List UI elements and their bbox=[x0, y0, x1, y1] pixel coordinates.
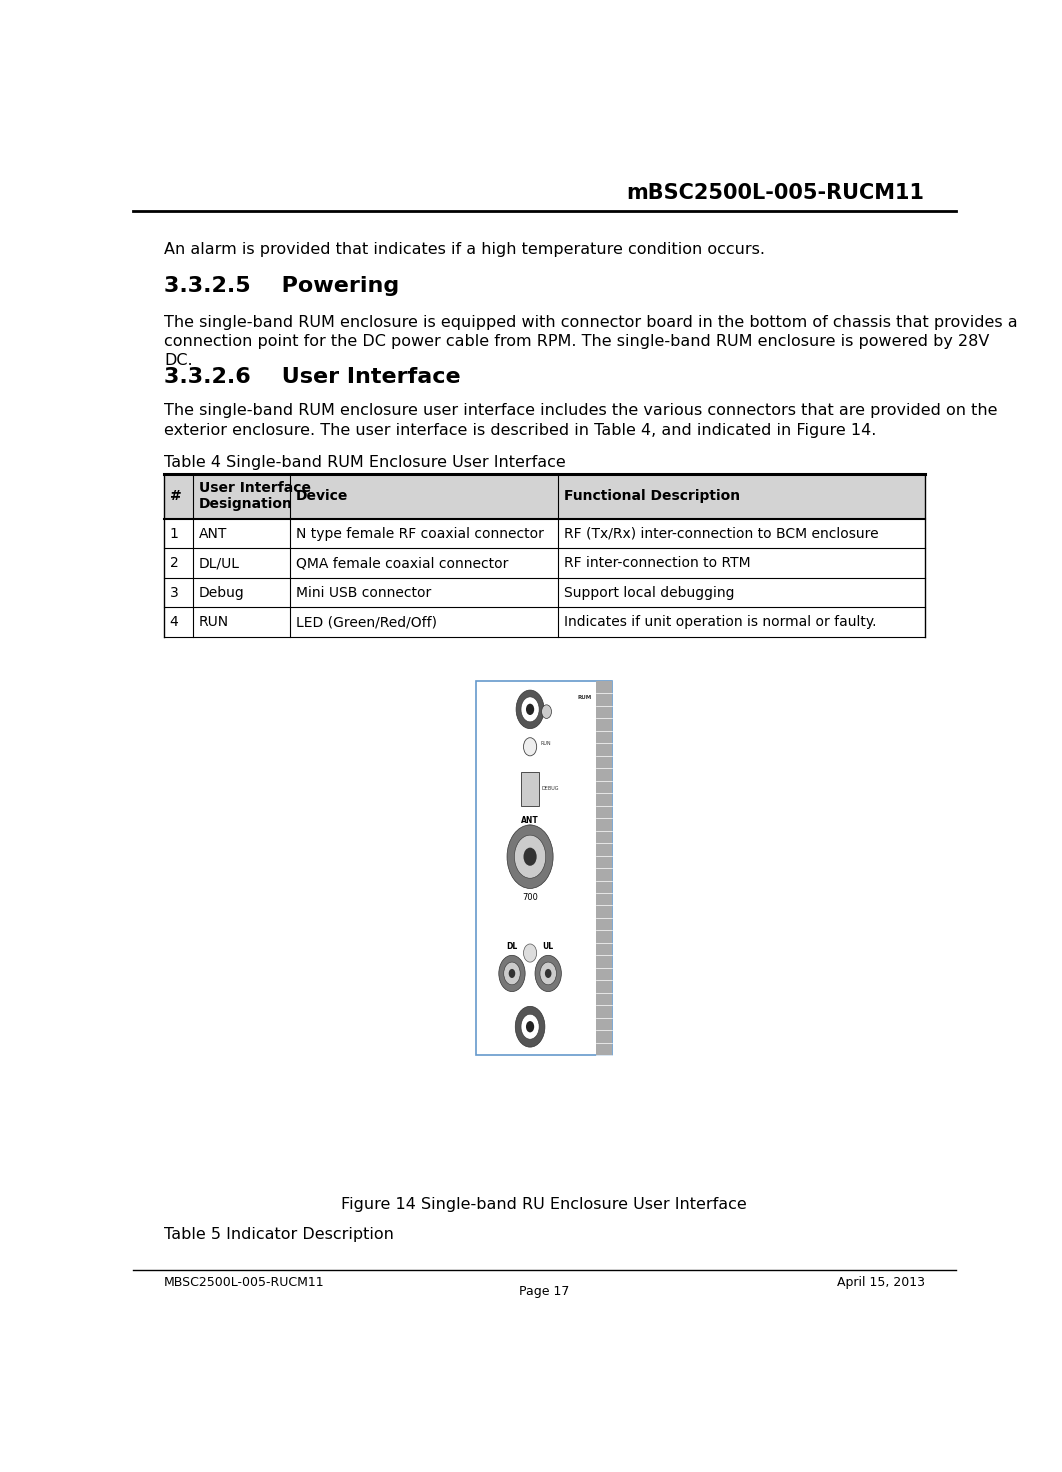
Bar bbox=[164, 474, 925, 520]
Circle shape bbox=[524, 848, 536, 866]
Text: #: # bbox=[170, 489, 182, 503]
Text: ANT: ANT bbox=[199, 527, 227, 540]
Text: 2: 2 bbox=[170, 556, 178, 570]
Text: RUM: RUM bbox=[578, 695, 592, 701]
Circle shape bbox=[526, 704, 534, 715]
Circle shape bbox=[503, 963, 520, 985]
Bar bbox=[521, 771, 539, 805]
Circle shape bbox=[539, 963, 556, 985]
Text: 4: 4 bbox=[170, 615, 178, 629]
Text: DL: DL bbox=[507, 942, 517, 951]
Text: The single-band RUM enclosure user interface includes the various connectors tha: The single-band RUM enclosure user inter… bbox=[164, 403, 997, 437]
Circle shape bbox=[509, 969, 515, 977]
Circle shape bbox=[524, 824, 536, 843]
Text: 700: 700 bbox=[523, 894, 538, 902]
Circle shape bbox=[524, 944, 536, 963]
Circle shape bbox=[515, 1007, 545, 1047]
Text: 3.3.2.6    User Interface: 3.3.2.6 User Interface bbox=[164, 367, 461, 387]
Text: RUN: RUN bbox=[541, 740, 551, 746]
Text: DEBUG: DEBUG bbox=[542, 786, 559, 790]
Bar bbox=[477, 682, 612, 1055]
Text: 3.3.2.5    Powering: 3.3.2.5 Powering bbox=[164, 277, 399, 296]
Text: 3: 3 bbox=[170, 586, 178, 599]
Text: Table 4 Single-band RUM Enclosure User Interface: Table 4 Single-band RUM Enclosure User I… bbox=[164, 455, 566, 471]
Text: April 15, 2013: April 15, 2013 bbox=[837, 1276, 925, 1289]
Text: N type female RF coaxial connector: N type female RF coaxial connector bbox=[296, 527, 544, 540]
Text: RF inter-connection to RTM: RF inter-connection to RTM bbox=[564, 556, 751, 570]
Circle shape bbox=[507, 824, 553, 889]
Circle shape bbox=[521, 696, 539, 721]
Text: User Interface
Designation: User Interface Designation bbox=[199, 481, 311, 511]
Text: RF (Tx/Rx) inter-connection to BCM enclosure: RF (Tx/Rx) inter-connection to BCM enclo… bbox=[564, 527, 878, 540]
Circle shape bbox=[521, 1014, 539, 1039]
Text: RUN: RUN bbox=[199, 615, 228, 629]
Circle shape bbox=[545, 969, 551, 977]
Circle shape bbox=[514, 835, 546, 879]
Circle shape bbox=[516, 690, 544, 729]
Text: Functional Description: Functional Description bbox=[564, 489, 740, 503]
Text: An alarm is provided that indicates if a high temperature condition occurs.: An alarm is provided that indicates if a… bbox=[164, 243, 765, 258]
Text: Indicates if unit operation is normal or faulty.: Indicates if unit operation is normal or… bbox=[564, 615, 876, 629]
Text: Figure 14 Single-band RU Enclosure User Interface: Figure 14 Single-band RU Enclosure User … bbox=[341, 1197, 748, 1211]
Circle shape bbox=[535, 955, 562, 992]
Text: 1: 1 bbox=[170, 527, 178, 540]
Text: mBSC2500L-005-RUCM11: mBSC2500L-005-RUCM11 bbox=[627, 183, 925, 203]
Circle shape bbox=[524, 737, 536, 755]
Circle shape bbox=[499, 955, 525, 992]
Text: ANT: ANT bbox=[521, 815, 538, 824]
Text: Support local debugging: Support local debugging bbox=[564, 586, 734, 599]
Text: Mini USB connector: Mini USB connector bbox=[296, 586, 431, 599]
Text: Page 17: Page 17 bbox=[519, 1285, 569, 1298]
Text: LED (Green/Red/Off): LED (Green/Red/Off) bbox=[296, 615, 438, 629]
Text: Table 5 Indicator Description: Table 5 Indicator Description bbox=[164, 1228, 394, 1242]
Text: The single-band RUM enclosure is equipped with connector board in the bottom of : The single-band RUM enclosure is equippe… bbox=[164, 315, 1017, 368]
Circle shape bbox=[542, 705, 551, 718]
Text: Debug: Debug bbox=[199, 586, 244, 599]
Text: UL: UL bbox=[543, 942, 553, 951]
Text: DL/UL: DL/UL bbox=[199, 556, 240, 570]
Text: QMA female coaxial connector: QMA female coaxial connector bbox=[296, 556, 509, 570]
Text: Device: Device bbox=[296, 489, 348, 503]
Circle shape bbox=[526, 1022, 534, 1032]
Bar bbox=[596, 682, 612, 1055]
Text: MBSC2500L-005-RUCM11: MBSC2500L-005-RUCM11 bbox=[164, 1276, 325, 1289]
